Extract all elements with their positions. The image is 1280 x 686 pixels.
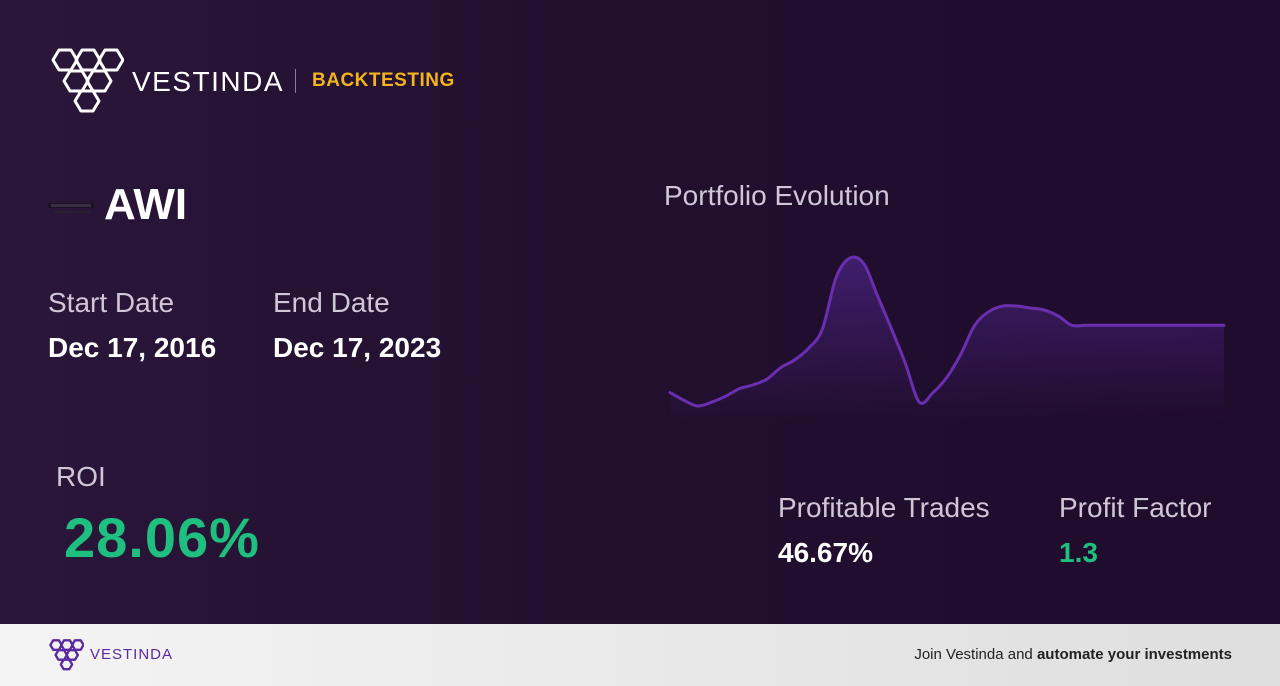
hexagon-cluster-icon [49,639,84,671]
footer-brand-name: VESTINDA [90,646,174,663]
profitable-trades-label: Profitable Trades [778,492,990,523]
footer-bar: VESTINDA Join Vestinda and automate your… [0,624,1280,686]
brand-name: VESTINDA [132,66,285,97]
brand-divider [295,69,296,93]
roi-value: 28.06% [64,506,260,569]
footer-cta-bold: automate your investments [1036,646,1232,663]
armstrong-logo-icon [48,203,94,213]
footer-cta-prefix: Join Vestinda and [914,646,1033,663]
brand-tag: BACKTESTING [312,70,455,91]
hexagon-cluster-icon [51,48,124,113]
start-date-label: Start Date [48,287,175,318]
end-date-value: Dec 17, 2023 [273,332,442,363]
profitable-trades-value: 46.67% [778,537,873,568]
chart-area [670,257,1224,420]
portfolio-chart [668,255,1226,420]
footer-cta[interactable]: Join Vestinda and automate your investme… [914,646,1232,663]
start-date-value: Dec 17, 2016 [48,332,217,363]
brand-header: VESTINDA BACKTESTING [48,47,454,113]
backtest-card: VESTINDA BACKTESTING AWI Start Date Dec … [0,0,1280,624]
end-date-label: End Date [273,287,390,318]
profit-factor-value: 1.3 [1059,537,1098,568]
roi-label: ROI [56,461,106,492]
ticker-symbol: AWI [104,180,188,229]
profit-factor-label: Profit Factor [1059,492,1212,523]
chart-title: Portfolio Evolution [664,180,890,211]
chart-line-series [668,255,1226,408]
